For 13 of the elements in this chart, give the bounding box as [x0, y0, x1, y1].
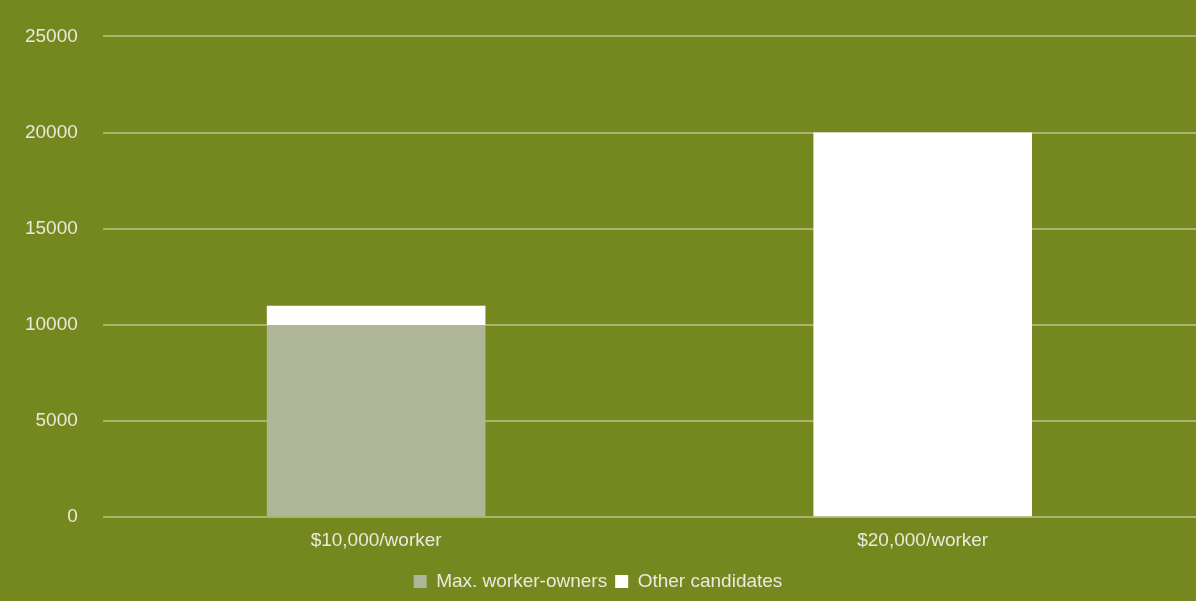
y-tick-label: 0 — [67, 505, 78, 527]
legend-label: Other candidates — [637, 569, 783, 591]
x-tick-label: $10,000/worker — [310, 528, 443, 550]
bar — [266, 324, 486, 517]
bar — [266, 305, 486, 325]
y-tick-label: 15000 — [24, 216, 78, 238]
y-tick-label: 25000 — [24, 24, 78, 46]
y-tick-label: 10000 — [24, 313, 78, 335]
legend-label: Max. worker-owners — [436, 569, 608, 591]
y-tick-label: 5000 — [35, 409, 78, 431]
x-tick-label: $20,000/worker — [857, 528, 989, 550]
bar — [813, 132, 1033, 517]
y-tick-label: 20000 — [24, 120, 78, 142]
